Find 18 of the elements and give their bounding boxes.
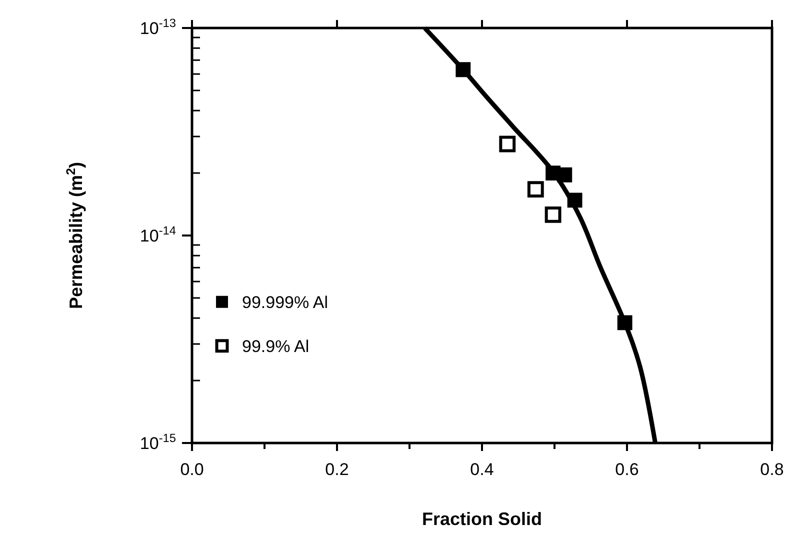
point <box>456 62 471 78</box>
y-tick-label: 10$^{-14}$ <box>140 224 176 246</box>
point <box>544 206 562 223</box>
x-tick-label: 0.6 <box>615 460 639 479</box>
y-tick-label: 10$^{-15}$ <box>140 431 176 453</box>
legend-label: 99.999% Al <box>242 292 328 312</box>
legend-label: 99.9% Al <box>242 336 310 356</box>
y-tick-label: 10$^{-13}$ <box>140 16 176 38</box>
x-axis-title: Fraction Solid <box>422 509 542 529</box>
point <box>527 181 544 198</box>
point <box>567 192 582 208</box>
point <box>499 136 516 152</box>
x-tick-label: 0.8 <box>760 460 784 479</box>
point <box>617 315 632 330</box>
x-tick-label: 0.4 <box>470 460 494 479</box>
x-tick-label: 0.2 <box>325 460 349 479</box>
x-tick-label: 0.0 <box>180 460 204 479</box>
point <box>557 167 572 182</box>
